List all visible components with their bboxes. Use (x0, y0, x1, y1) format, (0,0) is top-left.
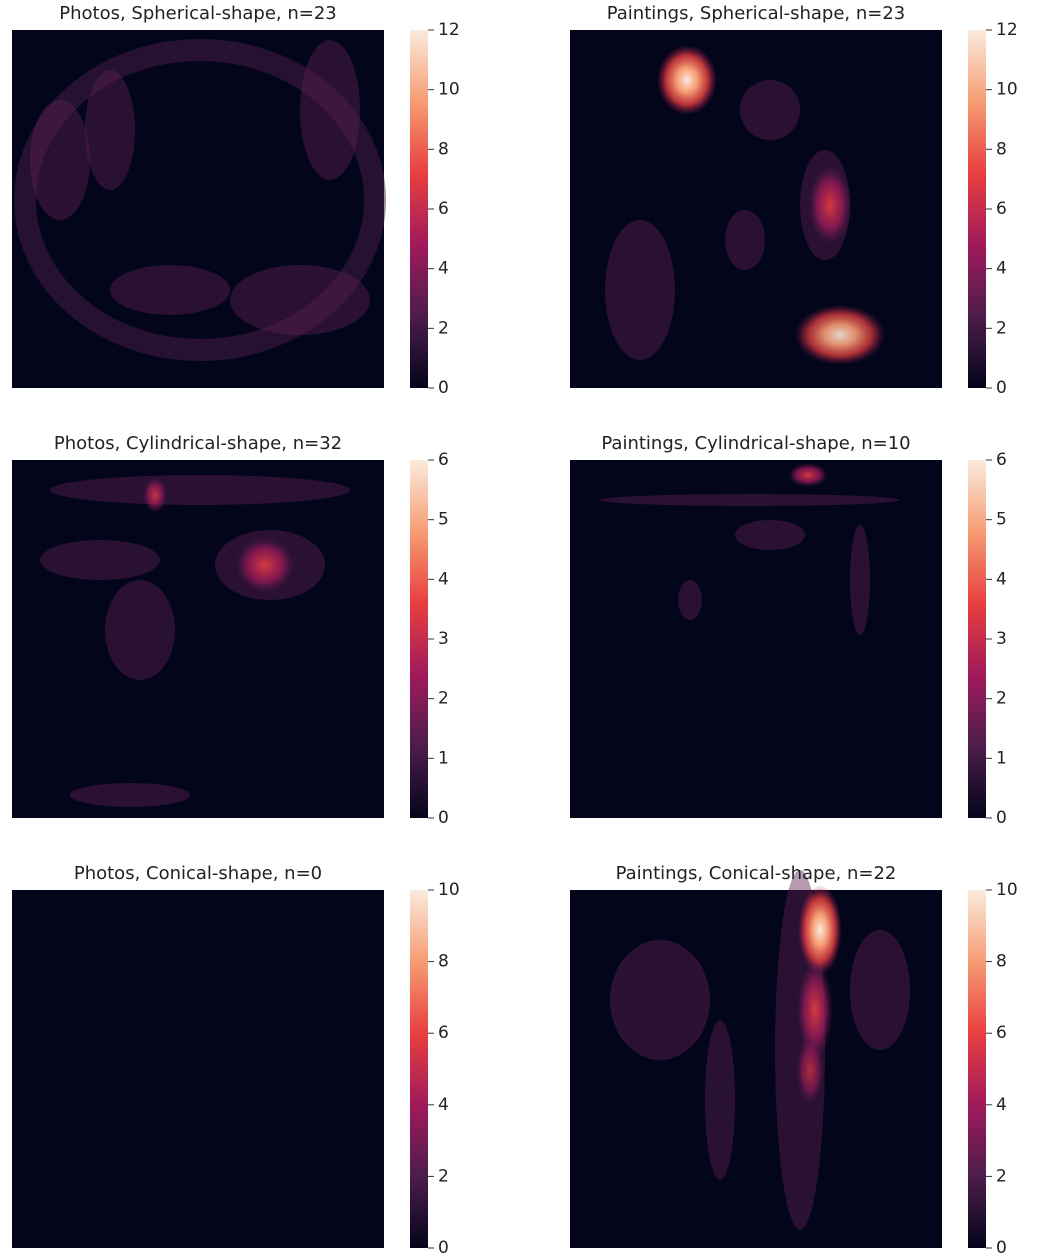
colorbar-tick-label: 2 (996, 318, 1007, 338)
colorbar (410, 890, 428, 1248)
colorbar-tick-label: 8 (996, 952, 1007, 972)
panel-title: Paintings, Cylindrical-shape, n=10 (601, 433, 910, 454)
colorbar-tick-label: 3 (996, 629, 1007, 649)
panel-title: Paintings, Spherical-shape, n=23 (607, 3, 906, 24)
heatmap (570, 460, 942, 818)
colorbar-tick-label: 4 (996, 259, 1007, 279)
colorbar-tick-label: 2 (438, 1166, 449, 1186)
panel-title: Photos, Conical-shape, n=0 (74, 863, 322, 884)
colorbar-tick-label: 0 (438, 1238, 449, 1257)
colorbar-tick-label: 0 (438, 378, 449, 398)
colorbar-tick-label: 10 (438, 80, 460, 100)
colorbar-tick-label: 2 (438, 689, 449, 709)
heatmap (570, 890, 942, 1248)
colorbar (410, 460, 428, 818)
colorbar-tick-label: 8 (438, 952, 449, 972)
colorbar-tick-label: 3 (438, 629, 449, 649)
colorbar (968, 460, 986, 818)
colorbar (968, 30, 986, 388)
colorbar-tick-label: 6 (996, 199, 1007, 219)
colorbar-tick-label: 8 (438, 139, 449, 159)
colorbar-tick-label: 0 (996, 808, 1007, 828)
panel-title: Paintings, Conical-shape, n=22 (616, 863, 897, 884)
colorbar-tick-label: 4 (438, 1095, 449, 1115)
colorbar-tick-label: 6 (996, 450, 1007, 470)
colorbar-tick-label: 10 (438, 880, 460, 900)
colorbar-tick-label: 10 (996, 80, 1018, 100)
colorbar-tick-label: 0 (996, 378, 1007, 398)
panel-title: Photos, Cylindrical-shape, n=32 (54, 433, 342, 454)
colorbar-tick-label: 10 (996, 880, 1018, 900)
colorbar (968, 890, 986, 1248)
colorbar-tick-label: 2 (996, 1166, 1007, 1186)
colorbar-tick-label: 6 (996, 1023, 1007, 1043)
colorbar-tick-label: 5 (438, 510, 449, 530)
colorbar-tick-label: 4 (438, 569, 449, 589)
colorbar-tick-label: 2 (438, 318, 449, 338)
colorbar (410, 30, 428, 388)
colorbar-tick-label: 6 (438, 1023, 449, 1043)
heatmap (12, 460, 384, 818)
colorbar-tick-label: 0 (996, 1238, 1007, 1257)
colorbar-tick-label: 1 (438, 748, 449, 768)
density-overlay (14, 39, 910, 1230)
colorbar-tick-label: 2 (996, 689, 1007, 709)
colorbar-tick-label: 5 (996, 510, 1007, 530)
panel-title: Photos, Spherical-shape, n=23 (59, 3, 336, 24)
colorbar-tick-label: 12 (996, 20, 1018, 40)
colorbar-tick-label: 8 (996, 139, 1007, 159)
colorbar-tick-label: 6 (438, 450, 449, 470)
heatmap (12, 890, 384, 1248)
colorbar-tick-label: 0 (438, 808, 449, 828)
colorbar-tick-label: 12 (438, 20, 460, 40)
colorbar-tick-label: 1 (996, 748, 1007, 768)
colorbar-tick-label: 6 (438, 199, 449, 219)
colorbar-tick-label: 4 (996, 569, 1007, 589)
colorbar-tick-label: 4 (438, 259, 449, 279)
colorbar-tick-label: 4 (996, 1095, 1007, 1115)
